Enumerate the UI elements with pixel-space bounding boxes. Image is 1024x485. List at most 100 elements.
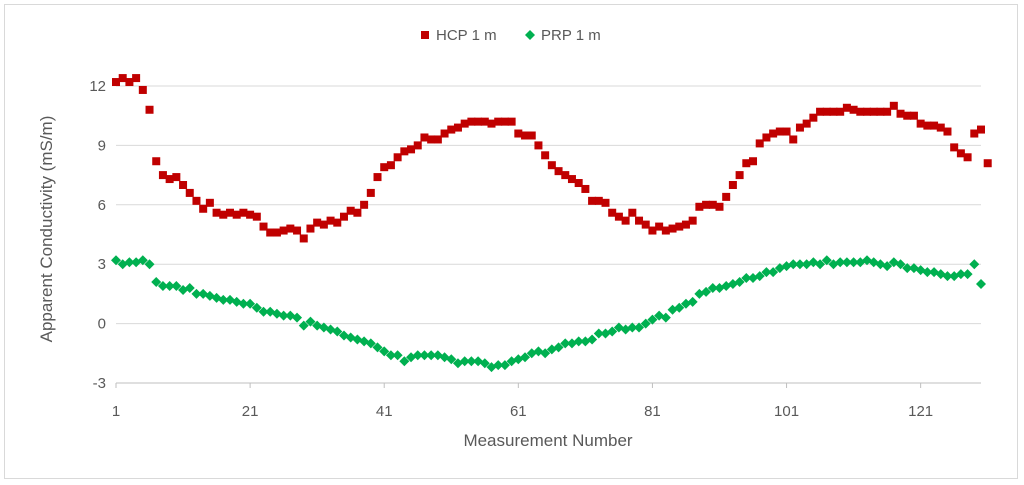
y-tick-label: 3 xyxy=(98,256,106,273)
prp-point xyxy=(640,318,651,329)
hcp-point xyxy=(829,107,838,116)
hcp-point xyxy=(769,129,778,138)
prp-point xyxy=(895,259,906,270)
prp-point xyxy=(412,350,423,361)
prp-point xyxy=(821,255,832,266)
prp-point xyxy=(962,269,973,280)
hcp-point xyxy=(293,226,302,235)
prp-point xyxy=(573,336,584,347)
hcp-point xyxy=(447,125,456,134)
hcp-point xyxy=(916,119,925,128)
prp-point xyxy=(238,298,249,309)
prp-point xyxy=(379,346,390,357)
hcp-point xyxy=(252,212,261,221)
hcp-point xyxy=(145,105,154,114)
x-tick-label: 41 xyxy=(376,403,393,420)
hcp-point xyxy=(353,208,362,217)
chart-frame xyxy=(4,4,1018,479)
hcp-point xyxy=(722,192,731,201)
prp-point xyxy=(815,259,826,270)
hcp-point xyxy=(172,173,181,182)
hcp-point xyxy=(179,181,188,189)
prp-point xyxy=(741,273,752,284)
prp-point xyxy=(540,348,551,359)
hcp-point xyxy=(219,210,228,219)
hcp-point xyxy=(889,101,898,110)
hcp-point xyxy=(983,159,992,168)
hcp-point xyxy=(715,202,724,211)
hcp-point xyxy=(534,141,543,150)
prp-point xyxy=(218,294,229,305)
hcp-point xyxy=(735,171,744,180)
hcp-point xyxy=(675,222,684,231)
prp-point xyxy=(298,320,309,331)
axes xyxy=(115,382,981,388)
hcp-point xyxy=(836,107,845,116)
prp-point xyxy=(137,255,148,266)
prp-point xyxy=(969,259,980,270)
prp-point xyxy=(922,267,933,278)
hcp-point xyxy=(909,111,918,120)
hcp-point xyxy=(869,107,878,116)
hcp-point xyxy=(487,119,496,128)
prp-point xyxy=(593,328,604,339)
hcp-point xyxy=(360,200,369,209)
x-tick-label: 1 xyxy=(112,403,120,420)
hcp-point xyxy=(433,135,442,144)
y-axis-title: Apparent Conductivity (mS/m) xyxy=(37,116,56,343)
hcp-point xyxy=(863,107,872,116)
hcp-point xyxy=(883,107,892,116)
hcp-point xyxy=(802,119,811,128)
hcp-point xyxy=(628,208,637,217)
prp-point xyxy=(184,282,195,293)
hcp-point xyxy=(527,131,536,140)
hcp-point xyxy=(299,234,308,243)
hcp-point xyxy=(943,127,952,136)
hcp-point xyxy=(795,123,804,132)
prp-point xyxy=(399,356,410,367)
hcp-point xyxy=(567,175,576,184)
hcp-point xyxy=(346,206,355,215)
y-tick-labels: -3 0 3 6 9 12 xyxy=(89,78,106,392)
prp-point xyxy=(627,322,638,333)
hcp-point xyxy=(286,224,295,233)
prp-point xyxy=(459,356,470,367)
x-tick-label: 81 xyxy=(644,403,661,420)
hcp-point xyxy=(393,153,402,162)
hcp-point xyxy=(112,78,120,87)
y-tick-label: 6 xyxy=(98,197,106,214)
y-tick-label: 12 xyxy=(89,78,106,95)
prp-point xyxy=(251,302,262,313)
hcp-point xyxy=(313,218,322,227)
hcp-point xyxy=(963,153,972,162)
prp-point xyxy=(157,280,168,291)
prp-point xyxy=(942,271,953,282)
prp-point xyxy=(278,310,289,321)
series-layer xyxy=(111,74,992,373)
hcp-point xyxy=(749,157,758,166)
legend-prp-marker xyxy=(525,30,535,40)
gridlines xyxy=(116,85,981,325)
prp-point xyxy=(479,358,490,369)
hcp-point xyxy=(212,208,221,217)
hcp-point xyxy=(440,129,449,138)
hcp-point xyxy=(306,224,315,233)
hcp-point xyxy=(668,224,677,233)
hcp-point xyxy=(427,135,436,144)
hcp-point xyxy=(903,111,912,120)
prp-point xyxy=(466,356,477,367)
prp-point xyxy=(124,257,135,268)
prp-point xyxy=(647,314,658,325)
x-axis-title: Measurement Number xyxy=(463,431,632,450)
y-tick-label: 0 xyxy=(98,316,106,333)
hcp-point xyxy=(125,78,134,87)
prp-point xyxy=(660,312,671,323)
hcp-point xyxy=(319,220,328,229)
hcp-point xyxy=(165,175,174,184)
y-tick-label: -3 xyxy=(93,375,106,392)
hcp-point xyxy=(930,121,939,130)
hcp-point xyxy=(621,216,630,225)
hcp-point xyxy=(514,129,523,138)
hcp-point xyxy=(118,74,127,83)
prp-point xyxy=(151,277,162,288)
